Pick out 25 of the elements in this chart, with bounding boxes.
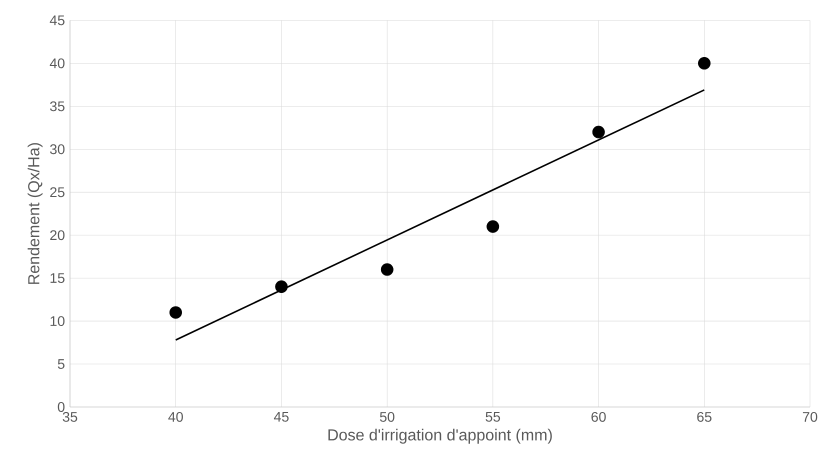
y-tick-label: 40	[50, 58, 65, 68]
y-tick-label: 45	[50, 15, 64, 26]
y-tick-label: 10	[50, 316, 65, 326]
point	[592, 126, 605, 138]
point	[486, 220, 500, 233]
point	[380, 263, 394, 276]
point	[169, 306, 182, 319]
y-axis-title: Rendement (Qx/Ha)	[28, 143, 43, 284]
y-tick-label: 30	[50, 144, 65, 154]
y-tick-label: 0	[58, 402, 65, 412]
x-tick-label: 55	[486, 412, 500, 422]
point	[275, 280, 288, 293]
y-tick-label: 35	[50, 101, 64, 112]
y-tick-label: 25	[50, 187, 64, 198]
x-tick-label: 45	[274, 412, 289, 422]
x-tick-label: 70	[802, 412, 818, 422]
y-tick-label: 5	[58, 359, 64, 369]
y-tick-label: 15	[50, 273, 64, 284]
x-axis-title: Dose d'irrigation d'appoint (mm)	[328, 428, 552, 444]
point	[698, 57, 711, 70]
x-tick-label: 65	[697, 412, 712, 422]
x-tick-label: 60	[592, 412, 606, 422]
x-tick-label: 50	[380, 412, 394, 422]
y-tick-label: 20	[50, 230, 65, 240]
x-tick-label: 40	[168, 412, 183, 422]
